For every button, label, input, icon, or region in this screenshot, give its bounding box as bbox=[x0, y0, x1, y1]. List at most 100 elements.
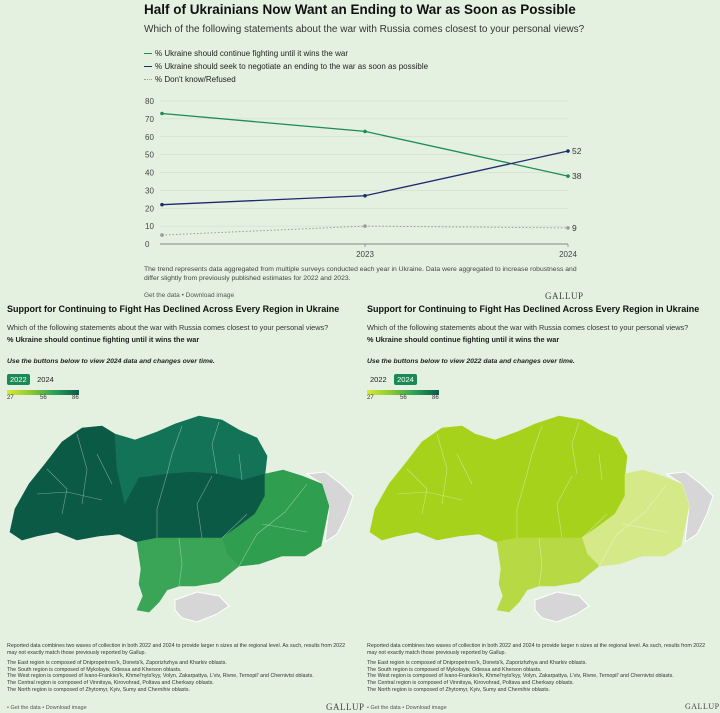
region-west[interactable] bbox=[9, 425, 126, 541]
legend-swatch bbox=[144, 66, 152, 67]
scale-max: 86 bbox=[432, 395, 439, 401]
map-title: Support for Continuing to Fight Has Decl… bbox=[367, 304, 700, 314]
y-tick-label: 60 bbox=[145, 133, 154, 142]
y-tick-label: 20 bbox=[145, 204, 154, 213]
footnote-intro: Reported data combines two waves of coll… bbox=[7, 643, 346, 656]
get-data-links[interactable]: Get the data • Download image bbox=[144, 292, 235, 299]
gallup-logo: GALLUP bbox=[685, 702, 720, 711]
map-question: Which of the following statements about … bbox=[7, 323, 329, 332]
ukraine-map bbox=[369, 415, 714, 623]
year-button-2022[interactable]: 2022 bbox=[7, 374, 30, 385]
year-button-2022[interactable]: 2022 bbox=[370, 375, 387, 384]
footnote-east: The East region is composed of Dnipropet… bbox=[367, 660, 587, 667]
legend-swatch bbox=[144, 79, 152, 80]
map-subtitle: % Ukraine should continue fighting until… bbox=[367, 335, 560, 344]
data-point bbox=[566, 174, 570, 178]
x-tick-label: 2024 bbox=[559, 250, 577, 259]
year-toggle: 2022 2024 bbox=[367, 369, 417, 387]
line-chart: 0 10 20 30 40 50 60 70 80 2023 2024 38 52 9 bbox=[145, 97, 582, 259]
oblast-border bbox=[516, 473, 528, 538]
map-instruction: Use the buttons below to view 2022 data … bbox=[367, 358, 575, 365]
crimea-area bbox=[174, 591, 230, 623]
region-east[interactable] bbox=[221, 469, 330, 567]
legend-item-negotiate: % Ukraine should seek to negotiate an en… bbox=[144, 62, 428, 71]
region-south[interactable] bbox=[136, 537, 240, 613]
x-tick-label: 2023 bbox=[356, 250, 374, 259]
footnote-west: The West region is composed of Ivano-Fra… bbox=[367, 673, 674, 680]
oblast-border bbox=[196, 475, 213, 539]
year-button-2024[interactable]: 2024 bbox=[394, 374, 417, 385]
legend-item-fight: % Ukraine should continue fighting until… bbox=[144, 49, 348, 58]
oblast-border bbox=[156, 473, 168, 538]
legend-swatch bbox=[144, 53, 152, 54]
oblast-border bbox=[178, 537, 183, 587]
year-toggle: 2022 2024 bbox=[7, 369, 57, 387]
oblast-border bbox=[261, 523, 308, 533]
year-button-2024[interactable]: 2024 bbox=[37, 375, 54, 384]
end-label: 38 bbox=[572, 171, 582, 181]
footnote-central: The Central region is composed of Vinnit… bbox=[7, 680, 214, 687]
data-point bbox=[160, 111, 164, 116]
map-title: Support for Continuing to Fight Has Decl… bbox=[7, 304, 340, 314]
get-data-links[interactable]: • Get the data • Download image bbox=[367, 705, 447, 711]
oblast-border bbox=[456, 453, 473, 485]
color-scale-bar bbox=[7, 390, 79, 395]
footnote-south: The South region is composed of Mykolayi… bbox=[367, 666, 542, 673]
oblast-border bbox=[621, 523, 668, 533]
crimea-area bbox=[534, 591, 590, 623]
get-data-links[interactable]: • Get the data • Download image bbox=[7, 705, 87, 711]
scale-min: 27 bbox=[7, 395, 14, 401]
footnote-central: The Central region is composed of Vinnit… bbox=[367, 680, 574, 687]
data-point bbox=[160, 202, 164, 207]
scale-mid: 56 bbox=[400, 395, 407, 401]
legend-item-dk: % Don't know/Refused bbox=[144, 75, 236, 84]
chart-question: Which of the following statements about … bbox=[144, 24, 585, 35]
oblast-border bbox=[526, 425, 543, 475]
y-tick-label: 40 bbox=[145, 169, 154, 178]
data-point bbox=[363, 193, 367, 198]
series-line-0 bbox=[161, 112, 569, 177]
oblast-border bbox=[221, 513, 248, 539]
y-tick-label: 30 bbox=[145, 186, 154, 195]
end-label: 9 bbox=[572, 223, 577, 233]
oblast-border bbox=[538, 537, 543, 587]
ukraine-map bbox=[9, 415, 354, 623]
footnote-west: The West region is composed of Ivano-Fra… bbox=[7, 673, 314, 680]
region-south[interactable] bbox=[496, 537, 600, 613]
y-tick-label: 50 bbox=[145, 151, 154, 160]
y-tick-label: 80 bbox=[145, 97, 154, 106]
color-scale-bar bbox=[367, 390, 439, 395]
map-footnote-right: Reported data combines two waves of coll… bbox=[367, 643, 707, 693]
region-west[interactable] bbox=[369, 425, 486, 541]
y-tick-label: 10 bbox=[145, 222, 154, 231]
oblast-border bbox=[396, 491, 463, 501]
oblast-border bbox=[166, 425, 183, 475]
map-subtitle: % Ukraine should continue fighting until… bbox=[7, 335, 200, 344]
scale-mid: 56 bbox=[40, 395, 47, 401]
footnote-north: The North region is composed of Zhytomyr… bbox=[7, 686, 191, 693]
oblast-border bbox=[581, 513, 608, 539]
legend-label: % Don't know/Refused bbox=[155, 75, 236, 84]
map-question: Which of the following statements about … bbox=[367, 323, 689, 332]
region-east[interactable] bbox=[581, 469, 690, 567]
legend-label: % Ukraine should seek to negotiate an en… bbox=[155, 62, 429, 71]
map-panel-2022: Support for Continuing to Fight Has Decl… bbox=[7, 304, 359, 713]
oblast-border bbox=[598, 483, 668, 567]
map-footnote-left: Reported data combines two waves of coll… bbox=[7, 643, 347, 693]
data-point bbox=[160, 233, 164, 237]
oblast-border bbox=[571, 421, 580, 475]
scale-max: 86 bbox=[72, 395, 79, 401]
oblast-border bbox=[46, 468, 68, 515]
y-tick-label: 70 bbox=[145, 115, 154, 124]
oblast-border bbox=[76, 433, 88, 505]
y-tick-label: 0 bbox=[145, 240, 150, 249]
oblast-border bbox=[238, 483, 308, 567]
map-instruction: Use the buttons below to view 2024 data … bbox=[7, 358, 215, 365]
chart-note: The trend represents data aggregated fro… bbox=[144, 266, 577, 282]
footnote-east: The East region is composed of Dnipropet… bbox=[7, 660, 227, 667]
data-point bbox=[566, 149, 570, 153]
data-point bbox=[363, 129, 367, 134]
oblast-border bbox=[436, 433, 448, 505]
footnote-south: The South region is composed of Mykolayi… bbox=[7, 666, 182, 673]
gallup-logo: GALLUP bbox=[545, 291, 584, 301]
